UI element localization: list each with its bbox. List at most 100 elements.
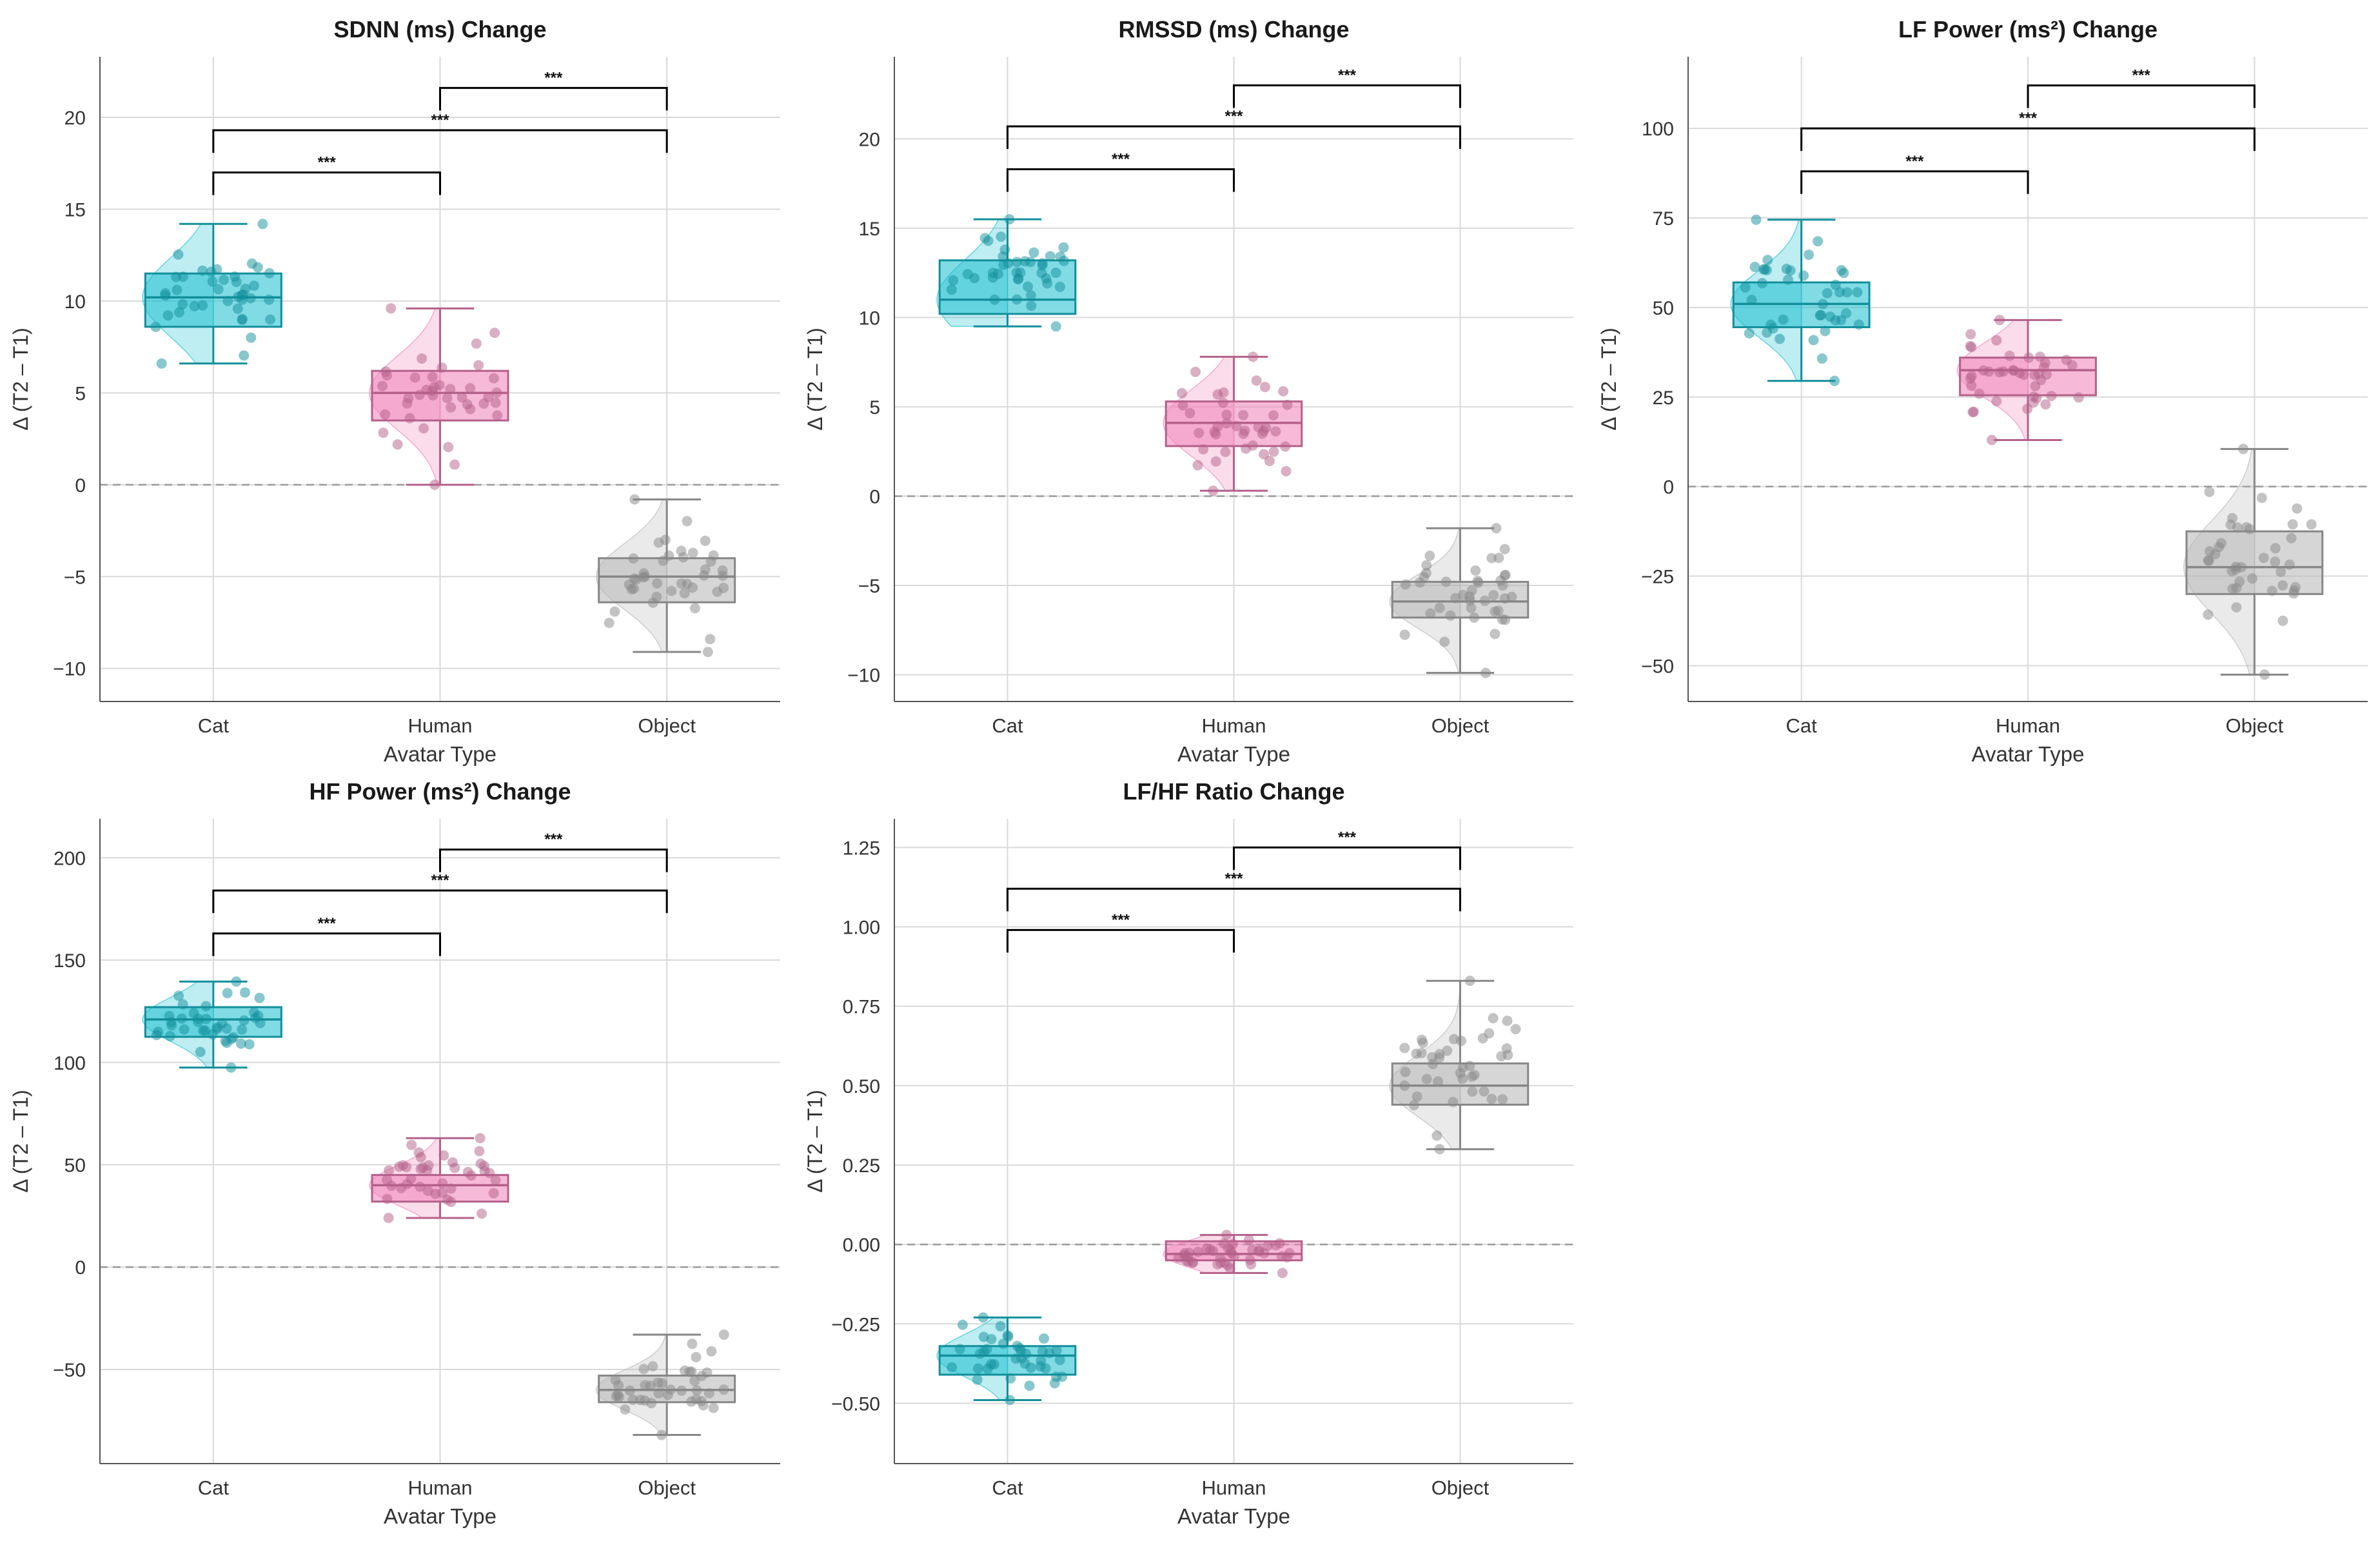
point-object <box>1464 976 1475 986</box>
point-human <box>402 398 413 409</box>
y-axis-label: Δ (T2 – T1) <box>1597 328 1620 431</box>
point-cat <box>197 300 208 311</box>
point-human <box>437 1187 448 1198</box>
point-human <box>1221 409 1232 420</box>
point-human <box>380 366 391 377</box>
point-object <box>645 1380 656 1391</box>
point-cat <box>165 1031 175 1041</box>
point-cat <box>1049 1378 1060 1389</box>
point-object <box>647 1361 658 1372</box>
point-human <box>1187 1257 1198 1268</box>
point-cat <box>1798 270 1809 281</box>
point-object <box>676 578 687 589</box>
point-human <box>1221 1230 1232 1241</box>
point-human <box>1192 1246 1203 1257</box>
point-human <box>1220 446 1231 457</box>
point-cat <box>1749 262 1760 272</box>
point-human <box>1201 1243 1212 1254</box>
y-tick-label: 200 <box>54 848 86 869</box>
point-object <box>1431 1130 1442 1141</box>
significance-bracket <box>439 849 668 872</box>
point-cat <box>1822 288 1833 299</box>
point-cat <box>239 350 250 361</box>
point-cat <box>245 293 256 304</box>
point-object <box>1488 1013 1499 1024</box>
point-object <box>1497 1094 1508 1104</box>
point-human <box>394 1161 405 1172</box>
point-object <box>708 1402 719 1413</box>
point-cat <box>206 266 217 277</box>
point-human <box>427 371 438 382</box>
point-object <box>624 1385 635 1396</box>
point-human <box>438 1150 449 1161</box>
point-human <box>2061 355 2072 366</box>
significance-bracket <box>439 86 668 111</box>
point-human <box>1259 449 1269 460</box>
point-cat <box>217 1018 228 1028</box>
x-tick-label: Human <box>408 1476 473 1499</box>
point-human <box>2033 368 2044 379</box>
point-cat <box>954 1344 965 1355</box>
point-cat <box>1836 315 1847 326</box>
x-tick-label: Human <box>1996 714 2060 737</box>
point-cat <box>996 231 1007 242</box>
point-human <box>406 1139 417 1150</box>
point-cat <box>998 251 1008 262</box>
x-tick-label: Cat <box>198 714 230 737</box>
point-object <box>1433 1076 1443 1087</box>
point-human <box>437 1178 448 1189</box>
x-tick-label: Cat <box>198 1476 230 1499</box>
point-cat <box>1804 250 1814 260</box>
x-axis-label: Avatar Type <box>1972 742 2085 766</box>
point-cat <box>240 987 250 998</box>
point-object <box>2270 556 2281 567</box>
point-object <box>1486 1094 1497 1104</box>
point-human <box>462 399 473 410</box>
significance-bracket <box>212 129 668 153</box>
point-human <box>1998 366 2009 377</box>
point-object <box>1399 1080 1410 1091</box>
point-human <box>1221 418 1232 429</box>
point-human <box>1254 1245 1264 1256</box>
point-cat <box>978 1312 988 1323</box>
point-cat <box>1781 264 1792 274</box>
point-object <box>712 586 723 597</box>
point-cat <box>1005 1373 1016 1384</box>
point-human <box>1247 440 1258 451</box>
point-cat <box>179 1024 190 1035</box>
point-human <box>1177 388 1187 398</box>
point-cat <box>164 1010 175 1021</box>
point-human <box>490 397 501 408</box>
point-cat <box>1003 1331 1014 1342</box>
point-human <box>489 373 499 384</box>
point-cat <box>1023 281 1033 292</box>
point-object <box>2231 602 2242 613</box>
point-human <box>2041 369 2052 380</box>
point-cat <box>1744 328 1755 338</box>
point-cat <box>1024 1380 1035 1391</box>
point-human <box>1991 396 2002 407</box>
significance-label: *** <box>431 112 449 129</box>
point-human <box>2014 368 2025 378</box>
point-cat <box>254 992 265 1003</box>
point-cat <box>1051 1345 1062 1356</box>
point-human <box>1270 426 1281 437</box>
point-cat <box>162 310 173 321</box>
point-object <box>1491 523 1502 534</box>
point-human <box>1978 365 1989 376</box>
point-cat <box>1012 294 1022 305</box>
point-human <box>384 1165 395 1176</box>
point-cat <box>177 271 188 282</box>
point-object <box>653 537 664 548</box>
point-object <box>702 647 713 658</box>
point-human <box>2004 350 2015 361</box>
point-cat <box>1054 281 1065 292</box>
point-human <box>382 1193 393 1204</box>
y-tick-label: 50 <box>64 1155 86 1177</box>
point-object <box>718 1329 729 1340</box>
x-axis-label: Avatar Type <box>384 1504 497 1528</box>
point-cat <box>174 307 184 318</box>
point-human <box>473 360 484 371</box>
point-cat <box>957 1319 968 1330</box>
point-cat <box>1759 264 1770 275</box>
